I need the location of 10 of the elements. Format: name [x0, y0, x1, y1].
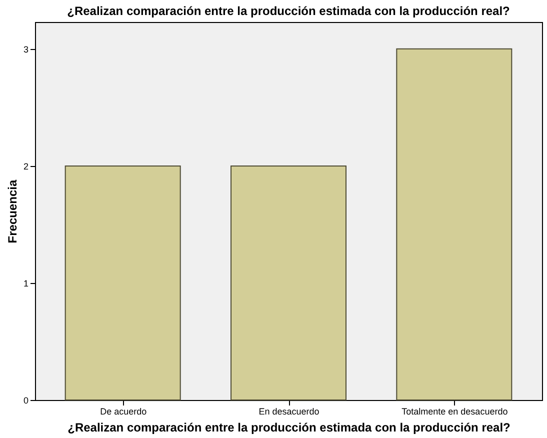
- y-tick-label: 0: [23, 396, 28, 406]
- y-tick-label: 3: [23, 44, 28, 54]
- x-tick-label: De acuerdo: [100, 406, 147, 416]
- x-tick-label: En desacuerdo: [258, 406, 320, 416]
- y-tick-label: 1: [23, 278, 28, 288]
- chart-title: ¿Realizan comparación entre la producción estimada con la producción real?: [67, 4, 510, 18]
- y-tick-label: 2: [23, 161, 28, 172]
- x-tick-label: Totalmente en desacuerdo: [402, 406, 508, 416]
- y-axis-title: Frecuencia: [5, 180, 20, 244]
- x-axis-title: ¿Realizan comparación entre la producción estimada con la producción real?: [68, 420, 510, 434]
